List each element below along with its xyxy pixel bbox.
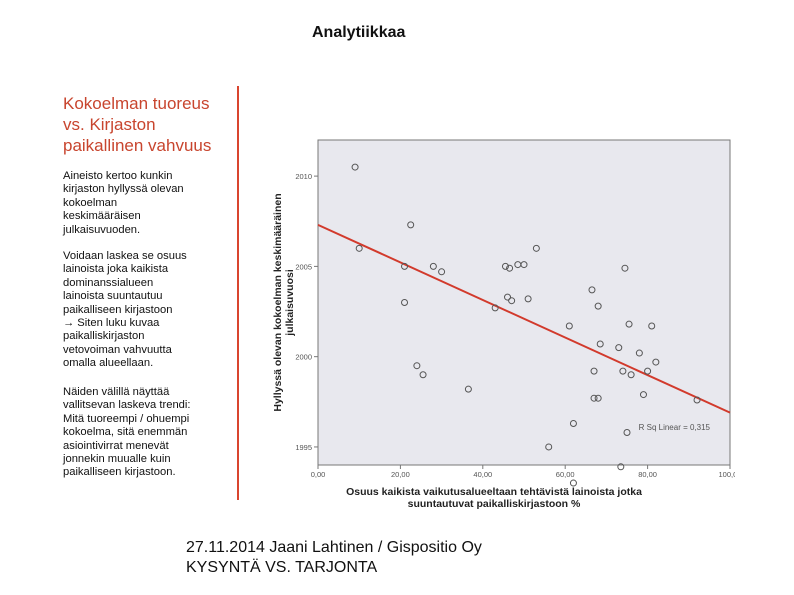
text-line: Mitä tuoreempi / ohuempi xyxy=(63,412,190,425)
divider-line xyxy=(237,86,239,500)
x-tick-label: 0,00 xyxy=(311,470,326,479)
text-line: kirjaston hyllyssä olevan xyxy=(63,183,184,196)
data-point xyxy=(413,362,421,370)
data-point xyxy=(648,322,656,330)
plot-area xyxy=(317,139,731,466)
data-point xyxy=(429,262,437,270)
sidebar-heading: Kokoelman tuoreus vs. Kirjaston paikalline… xyxy=(63,93,233,156)
text-line: vallitsevan laskeva trendi: xyxy=(63,399,191,412)
data-point xyxy=(508,297,516,305)
data-point xyxy=(623,429,631,436)
x-axis-label-line: Osuus kaikista vaikutusalueeltaan tehtäv… xyxy=(346,486,642,498)
data-point xyxy=(504,293,512,301)
data-point xyxy=(619,367,627,375)
data-point xyxy=(401,299,409,306)
sidebar-paragraph-collection-age: Aineisto kertoo kunkin kirjaston hyllyssä… xyxy=(63,170,231,237)
text-line: kokoelman xyxy=(63,196,118,209)
sidebar-paragraph-trend: Näiden välillä näyttää vallitsevan laskev… xyxy=(63,386,231,480)
y-tick-label: 1995 xyxy=(295,443,312,452)
sidebar-paragraph-loan-share: Voidaan laskea se osuus lainoista joka ka… xyxy=(63,250,231,371)
data-point xyxy=(419,371,427,379)
data-point xyxy=(590,367,598,375)
regression-line xyxy=(317,223,731,414)
data-point xyxy=(621,264,629,272)
text-line: Aineisto kertoo kunkin xyxy=(63,170,173,182)
scatter-chart: 1995 2000 2005 2010 0,00 20,00 40,00 60,00 80,0… xyxy=(272,139,735,510)
data-point xyxy=(569,419,577,427)
data-point xyxy=(617,463,625,471)
data-point xyxy=(625,320,633,328)
text-line: omalla alueellaan. xyxy=(63,357,154,370)
text-line: lainoista joka kaikista xyxy=(63,263,169,276)
text-line: dominanssialueen xyxy=(63,276,154,289)
text-line: → Siten luku kuvaa xyxy=(63,317,160,330)
data-point xyxy=(644,367,652,375)
text-line: paikalliskirjaston xyxy=(63,330,145,343)
data-point xyxy=(401,262,409,270)
x-axis-ticks: 0,00 20,00 40,00 60,00 80,00 100,00 xyxy=(311,465,735,479)
data-point xyxy=(506,264,514,272)
text-line: asiointivirrat menevät xyxy=(63,439,169,452)
data-point xyxy=(639,391,647,399)
x-tick-label: 100,00 xyxy=(719,470,735,479)
data-points xyxy=(351,163,701,487)
data-point xyxy=(627,371,635,379)
y-axis-label: Hyllyssä olevan kokoelman keskimääräinen… xyxy=(272,193,296,411)
footer-author: 27.11.2014 Jaani Lahtinen / Gispositio O… xyxy=(186,539,482,556)
data-point xyxy=(596,340,604,348)
data-point xyxy=(590,394,598,402)
data-point xyxy=(524,295,532,303)
text-line: paikalliseen kirjastoon xyxy=(63,303,173,316)
y-axis-ticks: 1995 2000 2005 2010 xyxy=(295,172,318,452)
x-tick-label: 20,00 xyxy=(391,470,410,479)
text-line: Kokoelman tuoreus xyxy=(63,94,210,113)
data-point xyxy=(615,344,623,352)
data-point xyxy=(693,396,701,404)
footer-topic: KYSYNTÄ VS. TARJONTA xyxy=(186,559,378,576)
data-point xyxy=(532,244,540,252)
data-point xyxy=(520,261,528,269)
text-line: paikallinen vahvuus xyxy=(63,136,212,155)
data-point xyxy=(501,262,509,270)
text-line: keskimääräisen xyxy=(63,210,141,223)
y-tick-label: 2005 xyxy=(295,262,312,271)
footer: 27.11.2014 Jaani Lahtinen / Gispositio O… xyxy=(186,538,482,578)
text-line: Näiden välillä näyttää xyxy=(63,386,170,398)
text-line: lainoista suuntautuu xyxy=(63,290,163,303)
y-axis-label-line: Hyllyssä olevan kokoelman keskimääräinen xyxy=(272,193,284,411)
x-axis-label: Osuus kaikista vaikutusalueeltaan tehtäv… xyxy=(346,486,642,510)
x-axis-label-line: suuntautuvat paikalliskirjastoon % xyxy=(408,498,581,510)
text-line: paikalliseen kirjastoon. xyxy=(63,466,176,479)
text-line: Voidaan laskea se osuus xyxy=(63,250,187,262)
data-point xyxy=(565,322,573,330)
y-axis-label-line: julkaisuvuosi xyxy=(284,269,296,337)
y-tick-label: 2000 xyxy=(295,353,312,362)
text-line: julkaisuvuoden. xyxy=(63,223,141,236)
text-line: jonnekin muualle kuin xyxy=(63,453,171,466)
text-line: vs. Kirjaston xyxy=(63,115,156,134)
data-point xyxy=(594,394,602,402)
text-line: kokoelma, sitä enemmän xyxy=(63,426,188,439)
x-tick-label: 60,00 xyxy=(556,470,575,479)
fit-label: R Sq Linear = 0,315 xyxy=(639,423,711,432)
data-point xyxy=(588,286,596,294)
data-point xyxy=(491,304,499,312)
text-line: vetovoiman vahvuutta xyxy=(63,343,172,356)
data-point xyxy=(594,302,602,310)
data-point xyxy=(438,268,446,276)
x-tick-label: 40,00 xyxy=(473,470,492,479)
slide-title: Analytiikkaa xyxy=(312,24,406,41)
data-point xyxy=(355,244,363,252)
data-point xyxy=(407,221,415,229)
y-tick-label: 2010 xyxy=(295,172,312,181)
data-point xyxy=(569,479,577,487)
data-point xyxy=(545,443,553,451)
x-tick-label: 80,00 xyxy=(638,470,657,479)
data-point xyxy=(652,358,660,366)
data-point xyxy=(635,349,643,357)
data-point xyxy=(464,385,472,393)
data-point xyxy=(351,163,359,171)
